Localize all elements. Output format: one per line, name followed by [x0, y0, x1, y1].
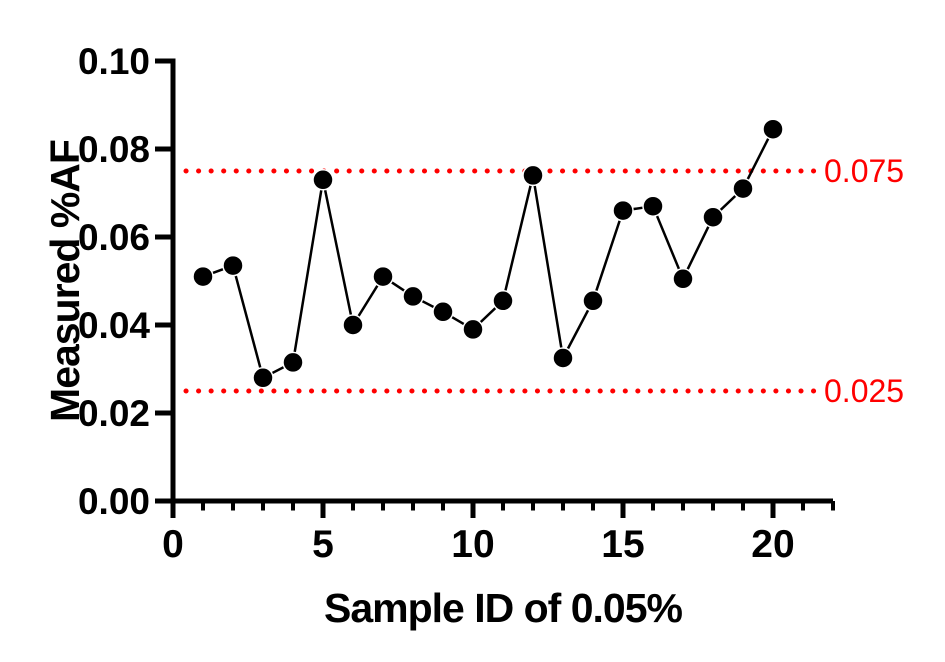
data-point — [282, 351, 304, 374]
y-tick-label: 0.02 — [78, 393, 150, 434]
x-tick-label: 0 — [162, 523, 184, 566]
x-axis: 0 5 10 15 20 — [162, 498, 835, 566]
data-point — [612, 199, 634, 222]
y-tick-label: 0.00 — [78, 481, 150, 522]
y-tick-label: 0.10 — [78, 41, 150, 82]
data-point — [402, 285, 424, 308]
reference-lines: 0.075 0.025 — [183, 153, 904, 409]
data-point — [462, 318, 484, 341]
data-point — [582, 290, 604, 312]
data-point — [192, 265, 214, 288]
y-tick-label: 0.06 — [78, 217, 150, 258]
y-axis: 0.00 0.02 0.04 0.06 0.08 0.10 — [78, 41, 176, 522]
data-point — [222, 254, 244, 277]
data-point — [672, 268, 694, 290]
x-tick-label: 20 — [751, 523, 794, 566]
x-tick-label: 5 — [312, 523, 334, 566]
x-tick-label: 15 — [601, 523, 644, 566]
data-point — [642, 195, 664, 217]
data-point — [312, 169, 334, 191]
data-point — [552, 347, 574, 369]
data-point — [522, 164, 544, 187]
data-point — [372, 265, 394, 288]
data-point — [432, 301, 454, 323]
data-point — [342, 314, 364, 336]
y-axis-title: Measured %AF — [42, 140, 88, 422]
data-point — [252, 367, 274, 389]
data-point — [492, 290, 514, 312]
series-line — [201, 127, 775, 380]
x-axis-title: Sample ID of 0.05% — [324, 585, 683, 631]
data-point — [762, 118, 784, 140]
y-tick-label: 0.04 — [78, 305, 150, 346]
reference-line-label: 0.075 — [824, 153, 904, 189]
x-tick-label: 10 — [451, 523, 494, 566]
data-point — [732, 177, 754, 200]
data-series — [192, 118, 784, 389]
reference-line-label: 0.025 — [824, 373, 904, 409]
data-point — [702, 206, 724, 228]
y-tick-label: 0.08 — [78, 129, 150, 170]
